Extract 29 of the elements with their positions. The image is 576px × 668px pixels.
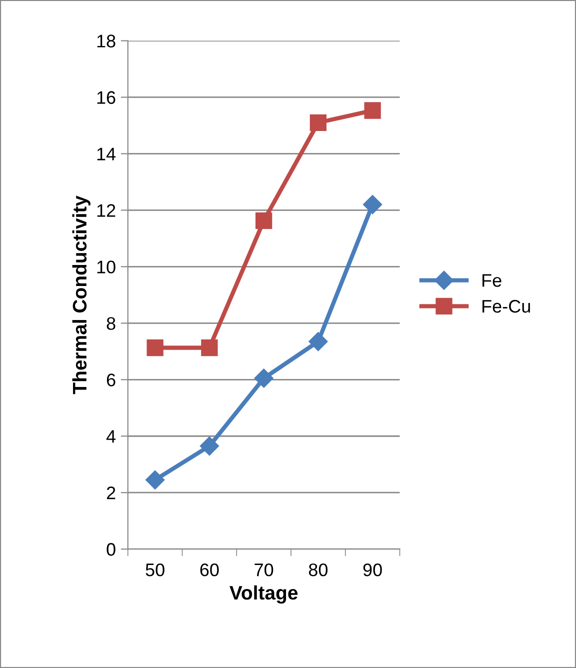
point — [364, 102, 381, 119]
point — [363, 195, 382, 214]
point — [254, 368, 274, 388]
legend-label: Fe-Cu — [482, 300, 530, 313]
x-tick-label: 70 — [254, 563, 274, 576]
y-tick-label: 8 — [106, 317, 116, 330]
y-axis-title: Thermal Conductivity — [72, 196, 90, 394]
point — [200, 436, 219, 456]
y-tick-label: 18 — [97, 34, 116, 48]
y-tick-label: 6 — [106, 374, 116, 386]
x-tick-label: 90 — [363, 563, 382, 576]
point — [308, 332, 328, 352]
y-tick-label: 14 — [97, 148, 116, 160]
x-tick-label: 60 — [200, 563, 219, 576]
point — [255, 212, 272, 229]
x-tick-label: 50 — [146, 563, 164, 576]
y-tick-label: 16 — [97, 91, 116, 104]
x-tick-label: 80 — [308, 563, 328, 576]
point — [310, 114, 327, 131]
y-tick-label: 2 — [106, 486, 116, 500]
point — [146, 339, 164, 356]
point — [201, 339, 218, 356]
y-tick-label: 4 — [106, 430, 116, 443]
point — [146, 470, 165, 490]
y-tick-label: 10 — [97, 260, 116, 274]
legend-label: Fe — [482, 274, 502, 287]
y-tick-label: 0 — [106, 543, 116, 556]
x-axis-title: Voltage — [230, 585, 298, 604]
y-tick-label: 12 — [97, 204, 116, 217]
